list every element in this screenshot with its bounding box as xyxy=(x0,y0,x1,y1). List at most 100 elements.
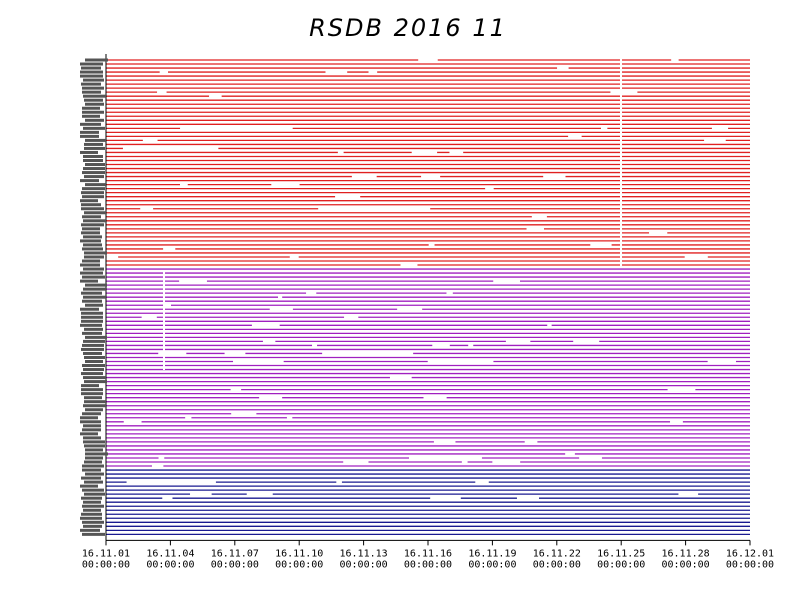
x-tick-label-date: 16.11.25 xyxy=(597,548,645,559)
y-tick-label xyxy=(81,203,101,207)
data-gap xyxy=(337,151,344,154)
data-gap xyxy=(579,456,602,460)
x-tick-label-date: 16.11.28 xyxy=(662,548,710,559)
data-gap xyxy=(565,452,575,456)
x-tick-label-time: 00:00:00 xyxy=(82,559,130,570)
data-gap xyxy=(461,460,468,464)
data-gap xyxy=(351,175,377,178)
data-gap xyxy=(157,90,167,94)
y-tick-label xyxy=(82,106,100,110)
y-tick-label xyxy=(83,339,105,343)
data-gap xyxy=(505,340,531,343)
data-gap xyxy=(230,388,242,391)
data-gap xyxy=(262,340,276,343)
y-tick-label xyxy=(80,307,99,311)
data-gap xyxy=(259,396,283,399)
y-tick-label xyxy=(80,484,98,488)
y-tick-label xyxy=(85,118,104,122)
y-tick-label xyxy=(81,347,104,351)
data-gap xyxy=(397,308,423,311)
data-gap xyxy=(246,492,273,496)
y-tick-label xyxy=(80,239,101,243)
data-gap xyxy=(516,496,540,500)
data-gap xyxy=(325,70,348,74)
y-tick-label xyxy=(82,187,105,191)
y-tick-label xyxy=(84,327,103,331)
y-tick-label xyxy=(81,315,103,319)
x-tick-label-time: 00:00:00 xyxy=(468,559,516,570)
y-tick-label xyxy=(81,291,102,295)
y-tick-label xyxy=(82,428,101,432)
y-tick-label xyxy=(80,420,101,424)
y-tick-label xyxy=(83,440,105,444)
y-tick-label xyxy=(84,255,104,259)
y-tick-label xyxy=(84,460,102,464)
y-tick-label xyxy=(80,70,103,74)
y-tick-label xyxy=(83,243,102,247)
y-tick-label xyxy=(81,372,103,376)
y-tick-label xyxy=(85,58,108,62)
y-tick-label xyxy=(82,171,105,175)
y-tick-label xyxy=(82,412,101,416)
y-tick-label xyxy=(83,267,104,271)
data-gap xyxy=(400,263,418,267)
y-tick-label xyxy=(81,191,104,195)
y-tick-label xyxy=(83,126,105,130)
y-tick-label xyxy=(81,207,104,211)
data-gap xyxy=(649,231,668,235)
y-tick-label xyxy=(81,82,101,86)
data-gap xyxy=(547,324,552,327)
data-gap xyxy=(600,127,608,130)
y-tick-label xyxy=(82,488,104,492)
data-gap xyxy=(141,316,157,319)
y-tick-label xyxy=(84,396,102,400)
x-tick-label-time: 00:00:00 xyxy=(662,559,710,570)
y-tick-label xyxy=(81,319,103,323)
data-gaps xyxy=(106,50,736,500)
data-gap xyxy=(468,344,474,347)
x-tick-label-date: 16.11.16 xyxy=(404,548,452,559)
data-gap xyxy=(224,352,246,355)
data-gap xyxy=(524,440,538,444)
y-tick-label xyxy=(83,235,102,239)
data-gap xyxy=(185,416,192,419)
data-gap xyxy=(411,151,438,154)
data-gap xyxy=(142,139,158,142)
data-gap xyxy=(421,175,441,178)
y-tick-label xyxy=(84,492,105,496)
data-gap xyxy=(126,480,216,484)
data-gap xyxy=(428,243,435,247)
y-tick-label xyxy=(83,368,104,372)
data-gap xyxy=(140,207,154,210)
y-tick-label xyxy=(82,299,102,303)
y-tick-label xyxy=(80,271,103,275)
y-tick-label xyxy=(82,343,104,347)
data-gap xyxy=(278,295,283,299)
data-gap xyxy=(231,412,257,415)
y-tick-label xyxy=(84,355,105,359)
data-gap xyxy=(590,243,612,247)
y-tick-label xyxy=(81,512,102,516)
x-tick-label-date: 16.12.01 xyxy=(726,548,774,559)
y-tick-label xyxy=(80,150,98,154)
y-tick-label xyxy=(82,275,105,279)
y-tick-label xyxy=(81,311,103,315)
y-tick-label xyxy=(80,528,100,532)
y-tick-label xyxy=(85,138,106,142)
data-gap xyxy=(122,147,219,150)
data-gap xyxy=(670,420,683,423)
y-tick-label xyxy=(85,472,104,476)
y-tick-label xyxy=(80,122,101,126)
y-tick-label xyxy=(84,98,103,102)
data-gap xyxy=(271,183,300,186)
y-tick-label xyxy=(82,247,103,251)
data-gap xyxy=(667,388,696,391)
y-tick-label xyxy=(83,154,103,158)
data-gap xyxy=(611,90,634,94)
y-tick-label xyxy=(83,376,106,380)
y-tick-label xyxy=(84,444,105,448)
data-gap xyxy=(179,279,207,283)
data-gap xyxy=(704,139,726,142)
y-tick-label xyxy=(82,520,104,524)
y-tick-label xyxy=(82,364,105,368)
